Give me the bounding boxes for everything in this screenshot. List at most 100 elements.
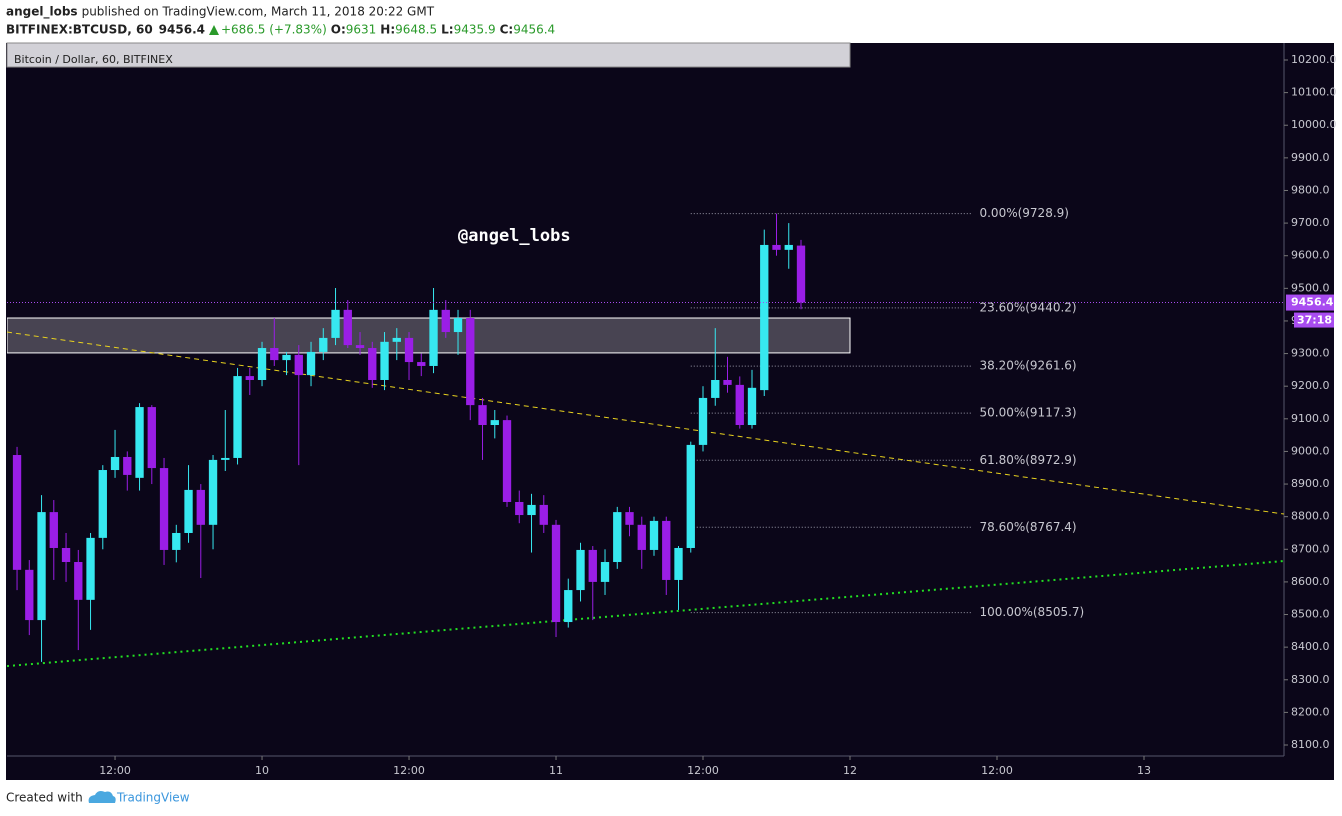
- candle-body: [123, 456, 132, 475]
- published: published on TradingView.com, March 11, …: [82, 5, 435, 19]
- x-tick-label: 12:00: [99, 764, 131, 777]
- candle-body: [343, 309, 352, 346]
- y-tick-label: 9700.0: [1291, 216, 1330, 229]
- candle-body: [221, 457, 230, 460]
- chart-background: [6, 43, 1334, 780]
- candle-body: [257, 348, 267, 380]
- candle-body: [747, 387, 757, 426]
- x-tick-label: 13: [1137, 764, 1151, 777]
- candle-body: [417, 362, 426, 366]
- y-tick-label: 9200.0: [1291, 379, 1330, 392]
- footer-brand[interactable]: TradingView: [116, 791, 190, 805]
- y-tick-label: 8400.0: [1291, 640, 1330, 653]
- y-tick-label: 8200.0: [1291, 705, 1330, 718]
- candle-body: [319, 337, 328, 352]
- candle-body: [331, 309, 340, 338]
- candle-body: [306, 351, 316, 376]
- candle-body: [61, 547, 71, 563]
- candle-body: [772, 244, 781, 250]
- candle-body: [637, 524, 646, 550]
- trendline: [7, 331, 1284, 515]
- y-tick-label: 8300.0: [1291, 673, 1330, 686]
- candle-body: [392, 337, 401, 342]
- candle-body: [453, 318, 463, 333]
- candle-body: [649, 520, 659, 550]
- candle-body: [245, 376, 254, 380]
- ohlc-label: C:: [500, 23, 514, 37]
- candle-body: [515, 501, 524, 516]
- fib-label: 0.00%(9728.9): [979, 206, 1068, 220]
- plot-area: [7, 213, 1284, 668]
- candle-body: [368, 348, 377, 380]
- y-tick-label: 10100.0: [1291, 86, 1337, 99]
- y-tick-label: 8900.0: [1291, 477, 1330, 490]
- candle-body: [49, 512, 58, 548]
- x-tick-label: 12:00: [687, 764, 719, 777]
- candle-body: [490, 420, 499, 426]
- y-tick-label: 9900.0: [1291, 151, 1330, 164]
- candle-body: [12, 455, 22, 570]
- y-tick-label: 8800.0: [1291, 510, 1330, 523]
- candle-body: [686, 444, 695, 548]
- fib-label: 23.60%(9440.2): [979, 300, 1076, 314]
- countdown-tag: [1294, 312, 1334, 328]
- ohlc-value: 9456.4: [513, 23, 555, 37]
- candle-body: [466, 318, 475, 406]
- fib-label: 61.80%(8972.9): [979, 453, 1076, 467]
- candle-body: [159, 468, 169, 550]
- candle-body: [380, 341, 389, 380]
- overlay: 8100.0 8200.0 8300.0 8400.0 8500.0 8600.0 8700…: [99, 53, 1336, 777]
- candle-body: [86, 537, 95, 600]
- candle-body: [147, 407, 156, 469]
- candle-body: [588, 549, 597, 582]
- y-tick-label: 9000.0: [1291, 444, 1330, 457]
- author[interactable]: angel_lobs: [6, 5, 78, 20]
- legend-label: Bitcoin / Dollar, 60, BITFINEX: [14, 53, 173, 66]
- up-arrow: [208, 25, 219, 35]
- countdown-label: 37:18: [1297, 314, 1332, 327]
- y-tick-label: 8600.0: [1291, 575, 1330, 588]
- y-tick-label: 9800.0: [1291, 183, 1330, 196]
- candle-body: [294, 354, 303, 376]
- candle-body: [613, 512, 622, 563]
- y-tick-label: 9500.0: [1291, 281, 1330, 294]
- footer-logo: [88, 791, 116, 803]
- candle-body: [760, 244, 769, 391]
- candle-body: [441, 309, 450, 333]
- candle-body: [796, 245, 806, 303]
- x-tick-label: 12:00: [393, 764, 425, 777]
- fib-label: 50.00%(9117.3): [979, 406, 1076, 420]
- candle-body: [282, 354, 291, 361]
- candle-body: [74, 562, 83, 600]
- candle-body: [233, 376, 242, 458]
- candle-body: [478, 405, 487, 426]
- last-price-tag: [1286, 294, 1334, 311]
- y-tick-label: 10200.0: [1291, 53, 1337, 66]
- candle-body: [539, 504, 548, 525]
- y-tick-label: 10000.0: [1291, 118, 1337, 131]
- y-tick-label: 9300.0: [1291, 347, 1330, 360]
- candle-body: [662, 520, 671, 580]
- candle-body: [270, 348, 279, 361]
- header: angel_lobs published on TradingView.com, …: [6, 5, 555, 37]
- fib-label: 100.00%(8505.7): [979, 605, 1084, 619]
- footer: Created with TradingView: [6, 791, 190, 805]
- candle-body: [502, 420, 512, 502]
- zone-rectangle: [7, 317, 851, 354]
- y-tick-label: 8700.0: [1291, 542, 1330, 555]
- ohlc-label: O:: [331, 23, 346, 37]
- x-tick-label: 10: [255, 764, 269, 777]
- candle-body: [355, 345, 365, 349]
- candle-body: [110, 456, 120, 471]
- candle-body: [135, 407, 144, 478]
- candle-body: [698, 397, 708, 445]
- candle-body: [735, 384, 744, 426]
- ohlc-value: 9631: [346, 23, 377, 37]
- watermark: @angel_lobs: [458, 226, 571, 246]
- ohlc-label: L:: [441, 23, 453, 37]
- candle-body: [184, 489, 193, 533]
- y-tick-label: 9600.0: [1291, 249, 1330, 262]
- candle-body: [196, 489, 205, 525]
- y-tick-label: 8500.0: [1291, 608, 1330, 621]
